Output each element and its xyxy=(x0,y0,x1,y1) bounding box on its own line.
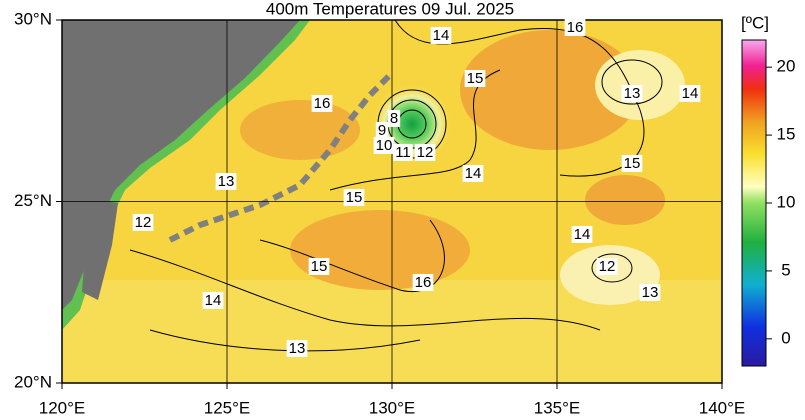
contour-label-bg xyxy=(639,283,661,301)
contour-label-bg xyxy=(564,18,586,36)
contour-label: 13 xyxy=(642,284,659,301)
contour-label: 8 xyxy=(390,110,398,127)
contour-label-bg xyxy=(387,109,401,127)
contour-label: 14 xyxy=(205,292,222,309)
contour-label: 15 xyxy=(467,70,484,87)
x-tick-label: 120°E xyxy=(39,398,86,417)
contour-label: 15 xyxy=(346,189,363,206)
contour-label-bg xyxy=(464,69,486,87)
x-tick-label: 140°E xyxy=(699,398,746,417)
contour-label: 14 xyxy=(682,85,699,102)
y-tick-label: 30°N xyxy=(14,9,52,28)
contour-label: 11 xyxy=(395,144,411,161)
contour-label-bg xyxy=(373,136,395,154)
contour-label: 12 xyxy=(599,258,616,275)
contour-label: 16 xyxy=(314,95,331,112)
contour-label-bg xyxy=(412,273,434,291)
contour-label-bg xyxy=(202,291,224,309)
contour-label-bg xyxy=(621,154,643,172)
contour-label-bg xyxy=(286,339,308,357)
contour-label: 13 xyxy=(289,340,306,357)
colorbar-tick-label: 10 xyxy=(777,192,796,211)
contour-label: 16 xyxy=(415,274,432,291)
contour-label-bg xyxy=(462,164,484,182)
colorbar-tick-label: 20 xyxy=(777,57,796,76)
contour-label: 15 xyxy=(311,258,328,275)
colorbar-tick-label: 15 xyxy=(777,125,796,144)
contour-label: 12 xyxy=(135,214,152,231)
contour-label: 13 xyxy=(624,85,641,102)
colorbar-unit: [ºC] xyxy=(741,13,769,32)
colorbar-tick-label: 0 xyxy=(781,328,790,347)
contour-label-bg xyxy=(430,26,452,44)
contour-label: 14 xyxy=(465,165,482,182)
contour-label: 10 xyxy=(376,137,393,154)
contour-label: 15 xyxy=(624,155,641,172)
contour-label-bg xyxy=(596,257,618,275)
title: 400m Temperatures 09 Jul. 2025 xyxy=(266,0,514,18)
colorbar-tick-label: 5 xyxy=(781,260,790,279)
contour-label-bg xyxy=(571,225,593,243)
contour-label-bg xyxy=(311,94,333,112)
colorbar xyxy=(741,39,767,367)
contour-label: 12 xyxy=(417,144,434,161)
x-tick-label: 130°E xyxy=(369,398,416,417)
x-tick-label: 135°E xyxy=(534,398,581,417)
y-tick-label: 20°N xyxy=(14,372,52,391)
contour-label-bg xyxy=(215,172,237,190)
contour-label: 9 xyxy=(378,122,386,139)
contour-label-bg xyxy=(393,143,413,161)
contour-label: 14 xyxy=(433,27,450,44)
contour-label-bg xyxy=(308,257,330,275)
x-tick-label: 125°E xyxy=(204,398,251,417)
contour-label-bg xyxy=(132,213,154,231)
contour-label: 16 xyxy=(567,19,584,36)
contour-label-bg xyxy=(375,121,389,139)
contour-label-bg xyxy=(343,188,365,206)
contour-label-bg xyxy=(679,84,701,102)
contour-label-bg xyxy=(414,143,436,161)
y-tick-label: 25°N xyxy=(14,191,52,210)
contour-label: 14 xyxy=(574,226,591,243)
contour-label-bg xyxy=(621,84,643,102)
contour-label: 13 xyxy=(218,173,235,190)
